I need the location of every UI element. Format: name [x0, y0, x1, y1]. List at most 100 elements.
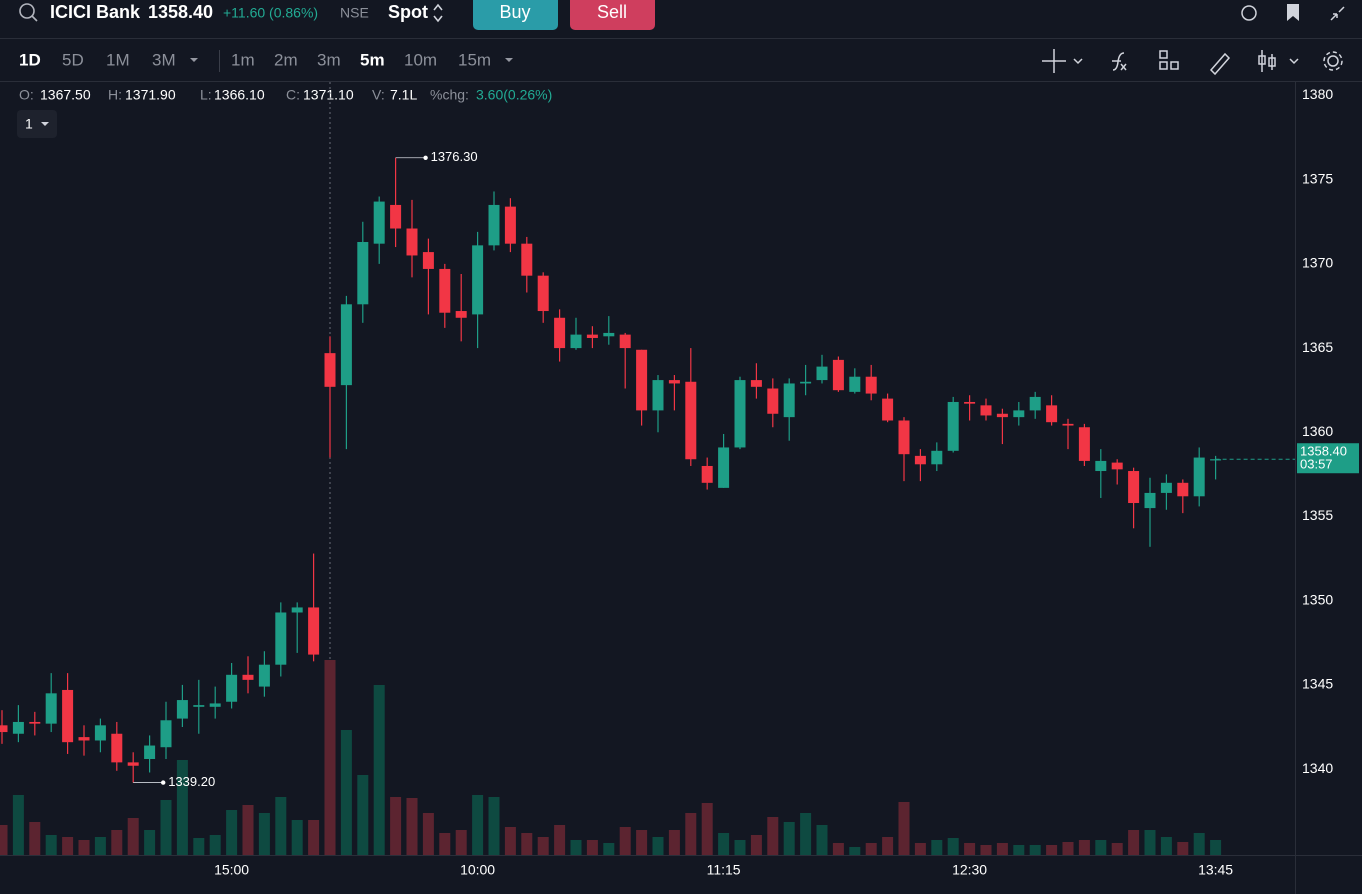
candle-body: [636, 349, 648, 411]
volume-bar: [0, 825, 8, 855]
volume-bar: [1193, 833, 1205, 855]
candle-body: [980, 405, 992, 416]
candle-body: [914, 455, 926, 465]
volume-bar: [718, 833, 730, 855]
volume-bar: [832, 843, 844, 855]
pane-selector[interactable]: [17, 110, 57, 138]
chart-type-icon[interactable]: [1258, 50, 1276, 72]
legend-value: 3.60(0.26%): [476, 87, 552, 103]
candle-body: [357, 241, 369, 305]
candle-body: [816, 366, 828, 381]
volume-bar: [882, 837, 894, 855]
legend-value: 1371.10: [303, 87, 354, 103]
candle-body: [406, 228, 418, 256]
legend-value: 1366.10: [214, 87, 265, 103]
volume-bar: [390, 797, 402, 855]
candle-body: [455, 311, 467, 318]
volume-bar: [472, 795, 484, 855]
volume-bar: [783, 822, 795, 855]
segment-caret: [433, 3, 443, 23]
caret: [1073, 58, 1299, 65]
buy-button[interactable]: [473, 0, 558, 30]
volume-bar: [685, 813, 697, 855]
plot: [0, 157, 1222, 855]
candle-body: [931, 450, 943, 465]
volume-bar: [750, 835, 762, 855]
candle-body: [275, 612, 287, 665]
candle-body: [767, 388, 779, 414]
range-button[interactable]: 3M: [152, 50, 176, 69]
candle-body: [390, 204, 402, 229]
interval-button[interactable]: 5m: [360, 50, 385, 69]
candle-body: [570, 334, 582, 349]
templates-icon[interactable]: [1159, 50, 1168, 59]
candle-body: [1029, 396, 1041, 411]
legend-value: 1371.90: [125, 87, 176, 103]
volume-bar: [45, 835, 57, 855]
sell-button[interactable]: [570, 0, 655, 30]
volume-bar: [373, 685, 385, 855]
volume-bar: [849, 847, 861, 855]
candle-body: [340, 304, 352, 386]
candle-body: [12, 721, 24, 734]
range-button[interactable]: 1M: [106, 50, 130, 69]
x-tick-label: 10:00: [460, 862, 495, 878]
volume-bar: [242, 805, 254, 855]
search-icon[interactable]: [19, 3, 35, 19]
range-button[interactable]: 5D: [62, 50, 84, 69]
legend-key: H:: [108, 87, 122, 103]
candle-body: [472, 245, 484, 315]
volume-bar: [1013, 845, 1025, 855]
candle-body: [1095, 460, 1107, 472]
interval-button[interactable]: 1m: [231, 50, 255, 69]
volume-bar: [767, 817, 779, 855]
candle-body: [619, 334, 631, 349]
y-tick-label: 1360: [1302, 423, 1333, 439]
candle-body: [1128, 471, 1140, 504]
volume-bar: [340, 730, 352, 855]
volume-bar: [636, 830, 648, 855]
volume-bar: [455, 830, 467, 855]
range-button[interactable]: 1D: [19, 50, 41, 69]
candle-body: [62, 689, 74, 743]
y-tick-label: 1350: [1302, 591, 1333, 607]
candle-body: [603, 332, 615, 337]
candle-body: [586, 334, 598, 338]
collapse-icon[interactable]: [1330, 6, 1345, 21]
crosshair-icon[interactable]: [1042, 49, 1066, 73]
interval-button[interactable]: 15m: [458, 50, 491, 69]
volume-bar: [898, 802, 910, 855]
volume-bar: [1062, 842, 1074, 855]
search-icon-handle: [31, 15, 38, 22]
bookmark-icon[interactable]: [1287, 4, 1299, 21]
y-tick-label: 1380: [1302, 86, 1333, 102]
candle-body: [160, 720, 172, 748]
volume-bar: [94, 837, 106, 855]
volume-bar: [209, 835, 221, 855]
volume-bar: [1046, 845, 1058, 855]
interval-button[interactable]: 2m: [274, 50, 298, 69]
interval-button[interactable]: 3m: [317, 50, 341, 69]
volume-bar: [586, 840, 598, 855]
legend-key: C:: [286, 87, 300, 103]
segment[interactable]: Spot: [388, 2, 428, 22]
draw-icon[interactable]: [1209, 52, 1231, 76]
indicators-icon[interactable]: [1112, 52, 1127, 71]
volume-bar: [816, 825, 828, 855]
volume-bar: [1144, 830, 1156, 855]
candle-body: [45, 693, 57, 724]
candle-body: [865, 376, 877, 394]
volume-bar: [996, 843, 1008, 855]
interval-button[interactable]: 10m: [404, 50, 437, 69]
settings-icon[interactable]: [1327, 55, 1339, 67]
y-tick-label: 1355: [1302, 507, 1333, 523]
alert-icon[interactable]: [1241, 5, 1257, 21]
volume-bar: [865, 843, 877, 855]
volume-bar: [62, 837, 74, 855]
symbol[interactable]: ICICI Bank: [50, 2, 141, 22]
candle-body: [996, 413, 1008, 418]
volume-bar: [160, 800, 172, 855]
volume-bar: [12, 795, 24, 855]
candle-body: [1193, 457, 1205, 497]
candle-body: [258, 664, 270, 687]
